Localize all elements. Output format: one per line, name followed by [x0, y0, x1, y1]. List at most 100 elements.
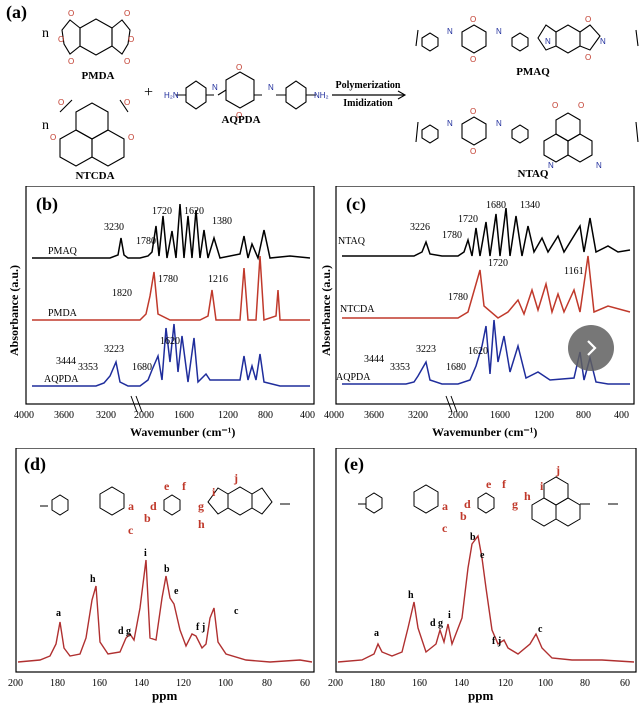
ftir-b-peak: 3353	[78, 362, 98, 373]
svg-text:NH₂: NH₂	[314, 91, 329, 100]
svg-text:O: O	[236, 63, 242, 72]
ftir-b-trace-1-name: PMDA	[48, 308, 78, 319]
svg-text:g: g	[198, 499, 204, 513]
nmr-e-peak: c	[538, 624, 543, 635]
ftir-c-peak: 1780	[448, 292, 468, 303]
ftir-c-xlabel: Wavemunber (cm⁻¹)	[432, 425, 537, 439]
ftir-c-peak: 1680	[446, 362, 466, 373]
svg-text:O: O	[470, 55, 476, 64]
nmr-e-peak: f j	[492, 636, 501, 647]
svg-text:O: O	[552, 101, 558, 110]
ftir-c-xtick: 800	[576, 410, 591, 421]
ftir-b-xtick: 1600	[174, 410, 194, 421]
ftir-c-xtick: 1600	[490, 410, 510, 421]
nmr-e-xtick: 160	[412, 678, 427, 689]
svg-text:N: N	[600, 37, 606, 46]
svg-text:O: O	[585, 15, 591, 24]
ntaq-repeat-structure	[358, 476, 618, 527]
ftir-b-xticks: 4000 3600 3200 2000 1600 1200 800 400	[14, 410, 315, 421]
plus-sign: +	[144, 84, 154, 101]
ftir-b-peak: 1216	[208, 274, 228, 285]
ftir-c-xtick: 2000	[448, 410, 468, 421]
svg-text:d: d	[150, 499, 157, 513]
ftir-b-trace-2-name: AQPDA	[44, 374, 79, 385]
ntaq-structure	[415, 112, 639, 163]
next-slide-button[interactable]	[568, 325, 614, 371]
nmr-e-peak: a	[374, 628, 379, 639]
ftir-c-peak: 1780	[442, 230, 462, 241]
nmr-e-spectrum	[337, 534, 635, 663]
ntcda-trace	[342, 255, 631, 319]
ftir-b-xtick: 3200	[96, 410, 116, 421]
ftir-c-peak: 3353	[390, 362, 410, 373]
n-coefficient-2: n	[42, 118, 49, 133]
svg-text:e: e	[164, 479, 170, 493]
ftir-c-trace-0-name: NTAQ	[338, 236, 366, 247]
nmr-d-xticks: 200 180 160 140 120 100 80 60	[8, 678, 310, 689]
svg-text:O: O	[50, 133, 56, 142]
ftir-c-peak: 1720	[488, 258, 508, 269]
nmr-e-peak: i	[448, 610, 451, 621]
ftir-c-peak: 1161	[564, 266, 584, 277]
ftir-b-ylabel: Absorbance (a.u.)	[7, 265, 21, 356]
svg-text:c: c	[128, 523, 134, 537]
nmr-d-xtick: 100	[218, 678, 233, 689]
ftir-c-peak: 1620	[468, 346, 488, 357]
ftir-c-xtick: 3200	[408, 410, 428, 421]
svg-text:d: d	[464, 497, 471, 511]
svg-text:c: c	[442, 521, 448, 535]
svg-text:a: a	[128, 499, 134, 513]
svg-text:e: e	[486, 477, 492, 491]
svg-text:N: N	[496, 27, 502, 36]
svg-text:N: N	[548, 161, 554, 170]
ftir-b-xtick: 3600	[54, 410, 74, 421]
pmda-structure	[61, 18, 131, 56]
ftir-c-xtick: 4000	[324, 410, 344, 421]
nmr-d-xtick: 120	[176, 678, 191, 689]
n-coefficient-1: n	[42, 26, 49, 41]
nmr-d-peak: d g	[118, 626, 131, 637]
nmr-e-xtick: 120	[498, 678, 513, 689]
svg-text:b: b	[460, 509, 467, 523]
nmr-e-xtick: 100	[538, 678, 553, 689]
nmr-e-xtick: 180	[370, 678, 385, 689]
ntcda-structure	[59, 99, 129, 167]
pmaq-trace	[32, 203, 311, 261]
ftir-c-plot: NTAQ NTCDA AQPDA 3226 1780 1720 1680 134…	[319, 186, 635, 439]
panel-e-label: (e)	[344, 454, 364, 474]
svg-text:N: N	[212, 83, 218, 92]
nmr-d-spectrum	[17, 559, 313, 663]
ftir-b-xlabel: Wavemunber (cm⁻¹)	[130, 425, 235, 439]
svg-text:b: b	[144, 511, 151, 525]
nmr-d-xtick: 60	[300, 678, 310, 689]
ftir-b-peak: 1620	[160, 336, 180, 347]
ftir-b-peak: 1680	[132, 362, 152, 373]
nmr-d-peak: h	[90, 574, 96, 585]
nmr-d-peak: f j	[196, 622, 205, 633]
aqpda-trace	[32, 323, 310, 387]
ftir-b-peak: 1820	[112, 288, 132, 299]
panel-d-label: (d)	[24, 454, 46, 474]
svg-text:j: j	[233, 471, 238, 485]
panel-c-label: (c)	[346, 194, 366, 214]
ftir-b-peak: 1380	[212, 216, 232, 227]
svg-text:N: N	[447, 119, 453, 128]
nmr-e-peak: e	[480, 550, 485, 561]
svg-text:N: N	[545, 37, 551, 46]
svg-text:O: O	[470, 15, 476, 24]
nmr-d-peak: a	[56, 608, 61, 619]
svg-text:f: f	[502, 477, 507, 491]
svg-text:N: N	[268, 83, 274, 92]
nmr-e-peak: b	[470, 532, 476, 543]
ftir-b-trace-0-name: PMAQ	[48, 246, 78, 257]
svg-text:h: h	[524, 489, 531, 503]
ftir-b-peak: 1720	[152, 206, 172, 217]
nmr-e-xtick: 140	[454, 678, 469, 689]
nmr-d-peak: i	[144, 548, 147, 559]
ftir-c-xtick: 1200	[534, 410, 554, 421]
ftir-b-xtick: 1200	[218, 410, 238, 421]
nmr-e-xtick: 200	[328, 678, 343, 689]
nmr-d-xtick: 180	[50, 678, 65, 689]
